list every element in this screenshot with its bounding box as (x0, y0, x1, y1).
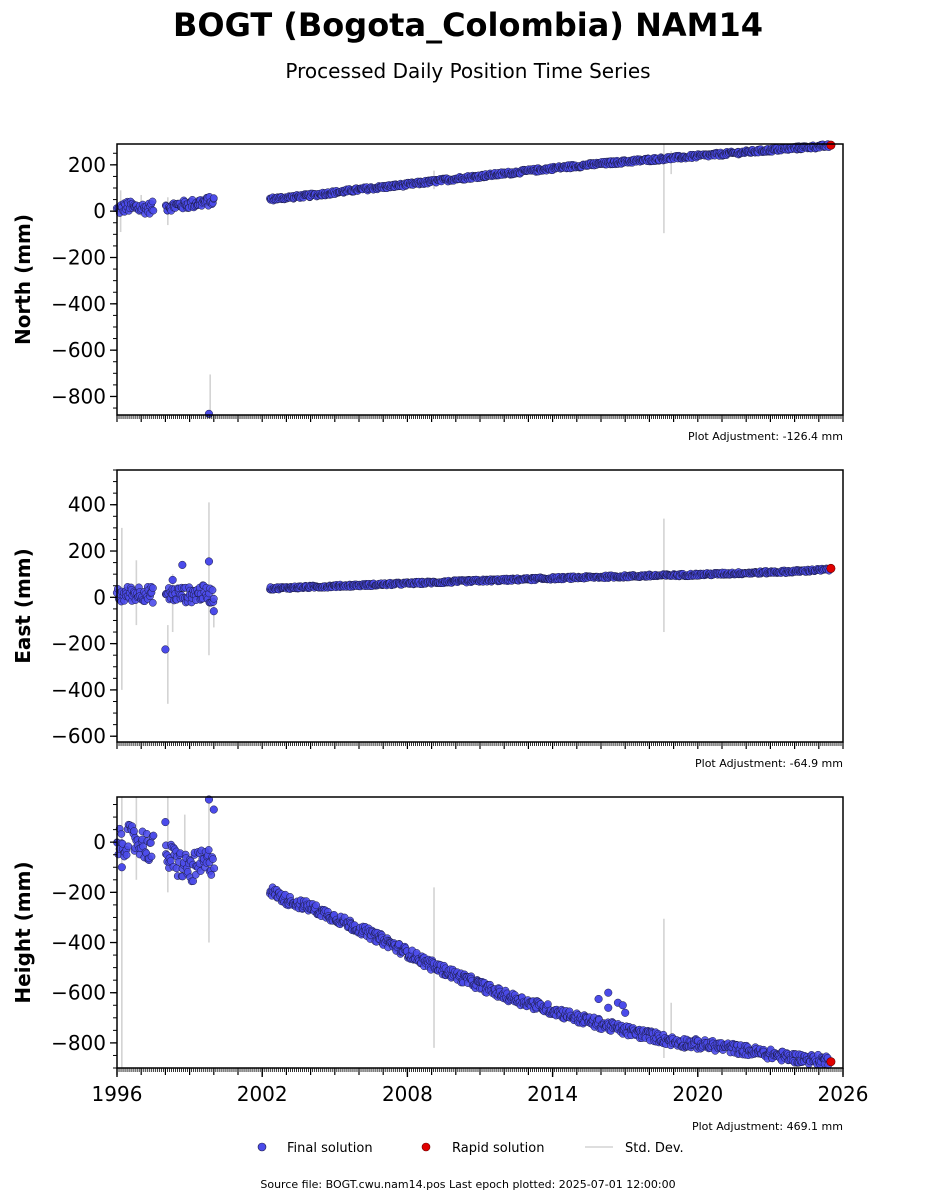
east-points (112, 557, 836, 654)
height-outlier-4 (594, 994, 603, 1004)
east-ytick-label-0: 400 (68, 493, 106, 517)
north-ytick-label-0: 200 (68, 153, 106, 177)
height-axes: 0 −200 −400 −600 −800 1996 2002 2008 2014 2020 202… (51, 804, 869, 1106)
x-tick-label-4: 2020 (672, 1082, 723, 1106)
east-ytick-label-4: −400 (51, 678, 106, 702)
north-ytick-label-2: −200 (51, 245, 106, 269)
height-point-482 (544, 1000, 552, 1008)
chart-subtitle: Processed Daily Position Time Series (285, 59, 650, 83)
east-outlier-3 (204, 557, 214, 566)
x-tick-label-2: 2008 (382, 1082, 433, 1106)
height-ytick-label-3: −600 (51, 981, 106, 1005)
legend-rapid-marker (421, 1142, 431, 1152)
east-stddev-bars (121, 502, 665, 704)
height-outlier-5 (604, 988, 613, 997)
height-point-15 (124, 842, 133, 851)
height-rapid-point-0 (826, 1057, 836, 1067)
north-ytick-label-1: 0 (93, 199, 106, 223)
height-point-112 (209, 855, 217, 863)
height-ytick-label-0: 0 (93, 830, 106, 854)
height-point-110 (207, 871, 216, 879)
east-rapid-point-0 (826, 563, 836, 573)
north-point-47 (148, 197, 157, 206)
height-y-axis-label: Height (mm) (11, 861, 35, 1003)
source-footer: Source file: BOGT.cwu.nam14.pos Last epo… (260, 1178, 675, 1191)
east-panel: 400 200 0 −200 −400 −600 East (mm) Plot Adjus… (11, 469, 844, 770)
legend-stddev-label: Std. Dev. (625, 1141, 684, 1156)
height-outlier-0 (117, 863, 126, 872)
north-rapid-point-0 (826, 140, 836, 150)
height-point-48 (149, 831, 158, 840)
height-point-13 (122, 851, 131, 859)
east-point-48 (148, 598, 157, 607)
east-outlier-2 (178, 560, 187, 569)
height-ytick-label-2: −400 (51, 931, 106, 955)
height-outlier-9 (621, 1008, 630, 1017)
north-point-48 (149, 206, 158, 215)
north-points (112, 140, 836, 418)
height-ytick-label-4: −800 (51, 1031, 106, 1055)
height-outlier-8 (618, 1001, 627, 1010)
legend-rapid-label: Rapid solution (452, 1141, 544, 1156)
north-axes: 200 0 −200 −400 −600 −800 (51, 152, 844, 422)
east-point-47 (149, 584, 157, 592)
height-point-106 (204, 846, 213, 854)
east-ytick-label-3: −200 (51, 632, 106, 656)
east-axes: 400 200 0 −200 −400 −600 (51, 469, 844, 749)
height-stddev-bars (121, 797, 672, 1068)
height-point-113 (210, 864, 219, 873)
east-outlier-0 (161, 645, 170, 654)
east-y-axis-label: East (mm) (11, 548, 35, 664)
height-point-176 (312, 901, 321, 910)
height-points (113, 795, 836, 1069)
height-point-5 (117, 830, 126, 838)
east-outlier-4 (209, 607, 218, 616)
x-tick-label-3: 2014 (527, 1082, 578, 1106)
north-plot-frame (116, 143, 844, 416)
height-point-46 (147, 852, 156, 861)
north-ytick-label-5: −800 (51, 384, 106, 408)
east-plot-adjustment: Plot Adjustment: -64.9 mm (695, 757, 843, 770)
east-point-113 (210, 594, 218, 603)
east-plot-frame (116, 469, 844, 743)
legend-final-label: Final solution (287, 1141, 373, 1156)
north-panel: 200 0 −200 −400 −600 −800 North (mm) Plot Adj… (11, 140, 844, 443)
height-outlier-6 (604, 1003, 613, 1012)
height-outlier-3 (209, 805, 218, 814)
east-point-111 (208, 586, 217, 594)
north-plot-adjustment: Plot Adjustment: -126.4 mm (688, 430, 843, 443)
height-point-45 (147, 839, 155, 847)
height-plot-frame (116, 796, 844, 1069)
x-tick-label-5: 2026 (818, 1082, 869, 1106)
height-panel: 0 −200 −400 −600 −800 1996 2002 2008 2014 2020 202… (11, 795, 869, 1133)
height-outlier-1 (161, 818, 170, 827)
east-outlier-1 (168, 575, 177, 585)
height-ytick-label-1: −200 (51, 880, 106, 904)
legend-final-marker (257, 1142, 267, 1152)
x-tick-label-1: 2002 (237, 1082, 288, 1106)
east-ytick-label-5: −600 (51, 724, 106, 748)
north-point-113 (209, 194, 218, 202)
north-y-axis-label: North (mm) (11, 214, 35, 345)
height-point-22 (130, 827, 138, 835)
height-plot-adjustment: Plot Adjustment: 469.1 mm (692, 1120, 843, 1133)
north-ytick-label-4: −600 (51, 338, 106, 362)
chart-title: BOGT (Bogota_Colombia) NAM14 (173, 6, 763, 44)
x-tick-label-0: 1996 (92, 1082, 143, 1106)
east-ytick-label-1: 200 (68, 539, 106, 563)
east-ytick-label-2: 0 (93, 585, 106, 609)
legend: Final solution Rapid solution Std. Dev. (257, 1141, 684, 1156)
north-ytick-label-3: −400 (51, 292, 106, 316)
